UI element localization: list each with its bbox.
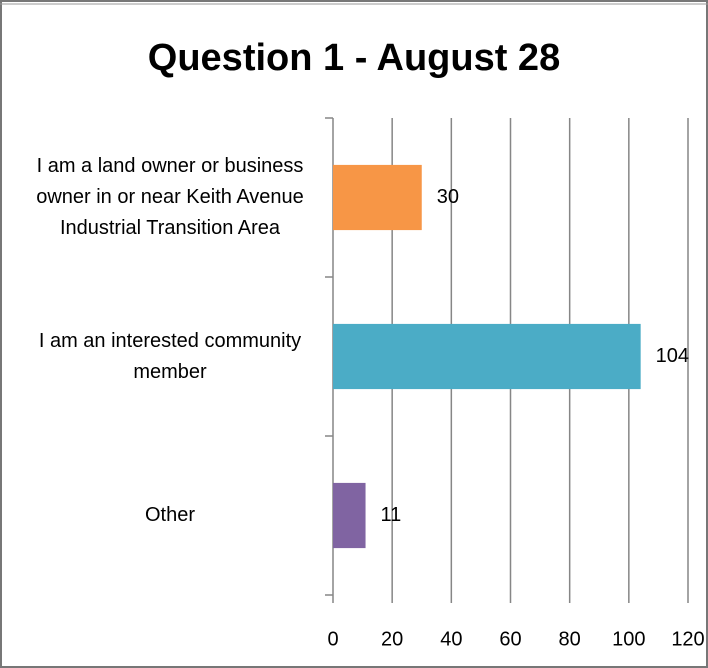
data-label: 30	[437, 186, 459, 208]
x-tick-label: 100	[612, 628, 645, 650]
y-tick-label: I am an interested community member	[38, 329, 302, 383]
chart-title: Question 1 - August 28	[148, 37, 560, 79]
x-tick-label: 80	[559, 628, 581, 650]
x-tick-label: 60	[499, 628, 521, 650]
data-label: 104	[656, 345, 689, 367]
x-tick-label: 40	[440, 628, 462, 650]
bar	[333, 323, 641, 390]
y-tick-label: I am a land owner or business owner in o…	[36, 155, 304, 239]
x-tick-label: 20	[381, 628, 403, 650]
data-label: 11	[381, 504, 402, 526]
bar	[333, 482, 366, 549]
y-tick-label: Other	[144, 504, 196, 526]
bar	[333, 164, 422, 231]
x-tick-label: 120	[671, 628, 704, 650]
x-tick-label: 0	[327, 628, 338, 650]
